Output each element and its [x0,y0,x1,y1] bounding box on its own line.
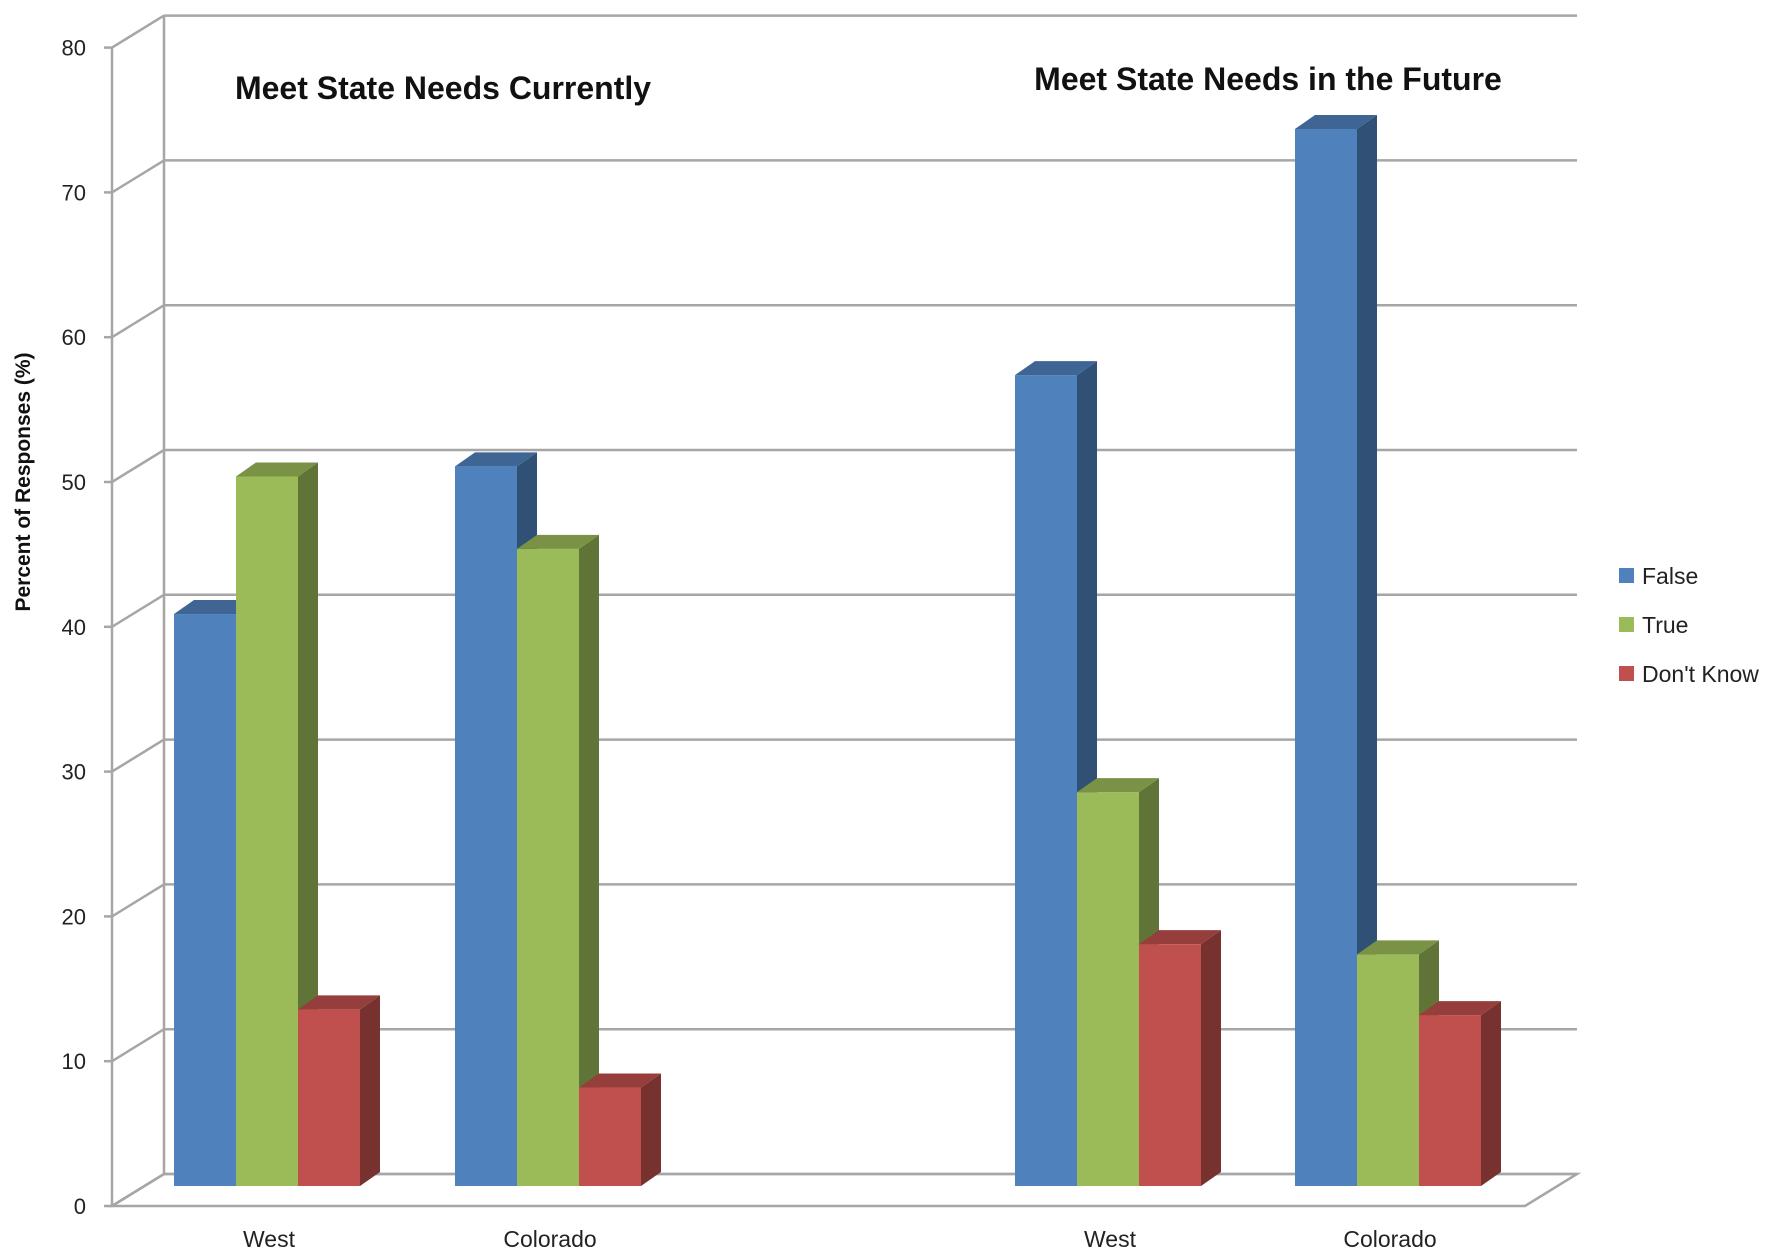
gridline-side [111,448,165,484]
bar-side [1481,1001,1501,1186]
bar-side [579,534,599,1186]
bar-front [579,1087,641,1186]
gridline-side [111,883,165,918]
bars [174,114,1501,1187]
y-axis-title: Percent of Responses (%) [12,352,35,611]
y-tick-label: 20 [62,904,86,929]
bar-front [1295,128,1357,1187]
bar-side [1357,114,1377,1187]
legend-label: Don't Know [1642,661,1759,687]
bar-front [1357,954,1419,1186]
bar-top [579,1073,661,1088]
legend-swatch [1619,568,1634,583]
x-category-label: West [1084,1226,1137,1252]
gridline-side [111,159,165,194]
y-tick-label: 70 [62,180,86,205]
bar-top [298,995,380,1010]
bar-front [1419,1015,1481,1186]
y-tick-label: 60 [62,325,86,350]
bar-top [517,534,599,549]
gridline-side [111,304,165,339]
bar-don-t-know-west [1139,930,1221,1186]
gridline-side [111,738,165,773]
bar-top [1295,114,1377,129]
group-title: Meet State Needs Currently [235,70,651,106]
legend-swatch [1619,666,1634,681]
bar-front [298,1009,360,1186]
gridline-side [111,1028,165,1063]
bar-top [1419,1001,1501,1016]
x-category-label: Colorado [1343,1226,1436,1252]
y-tick-label: 10 [62,1049,86,1074]
y-tick-label: 80 [62,36,86,61]
bar-top [1357,940,1439,955]
gridline-side [111,593,165,628]
bar-top [174,600,256,615]
bar-top [1077,778,1159,793]
bar-top [236,462,318,477]
bar-side [1201,930,1221,1186]
bar-top [1139,930,1221,945]
bar-front [236,476,298,1187]
gridline-side [111,1172,165,1208]
bar-don-t-know-colorado [579,1073,661,1186]
bar-top [1015,361,1097,376]
bar-front [1139,944,1201,1186]
bar-false-colorado [1295,114,1377,1187]
bar-don-t-know-colorado [1419,1001,1501,1186]
bar-true-colorado [517,534,599,1186]
bar-front [174,614,236,1186]
bar-front [455,466,517,1186]
legend-label: True [1642,612,1688,638]
gridline-side [111,14,165,49]
bar-don-t-know-west [298,995,380,1186]
legend-label: False [1642,563,1698,589]
bar-front [1015,375,1077,1186]
legend: False True Don't Know [1619,563,1759,687]
bar-top [455,452,537,467]
bar-front [517,548,579,1186]
y-tick-label: 0 [74,1194,86,1219]
bar-front [1077,792,1139,1186]
legend-swatch [1619,617,1634,632]
y-tick-label: 40 [62,615,86,640]
y-tick-label: 30 [62,760,86,785]
x-category-label: West [243,1226,296,1252]
y-tick-label: 50 [62,470,86,495]
group-title: Meet State Needs in the Future [1034,61,1502,97]
bar-side [360,995,380,1186]
x-category-label: Colorado [503,1226,596,1252]
bar-side [641,1073,661,1186]
